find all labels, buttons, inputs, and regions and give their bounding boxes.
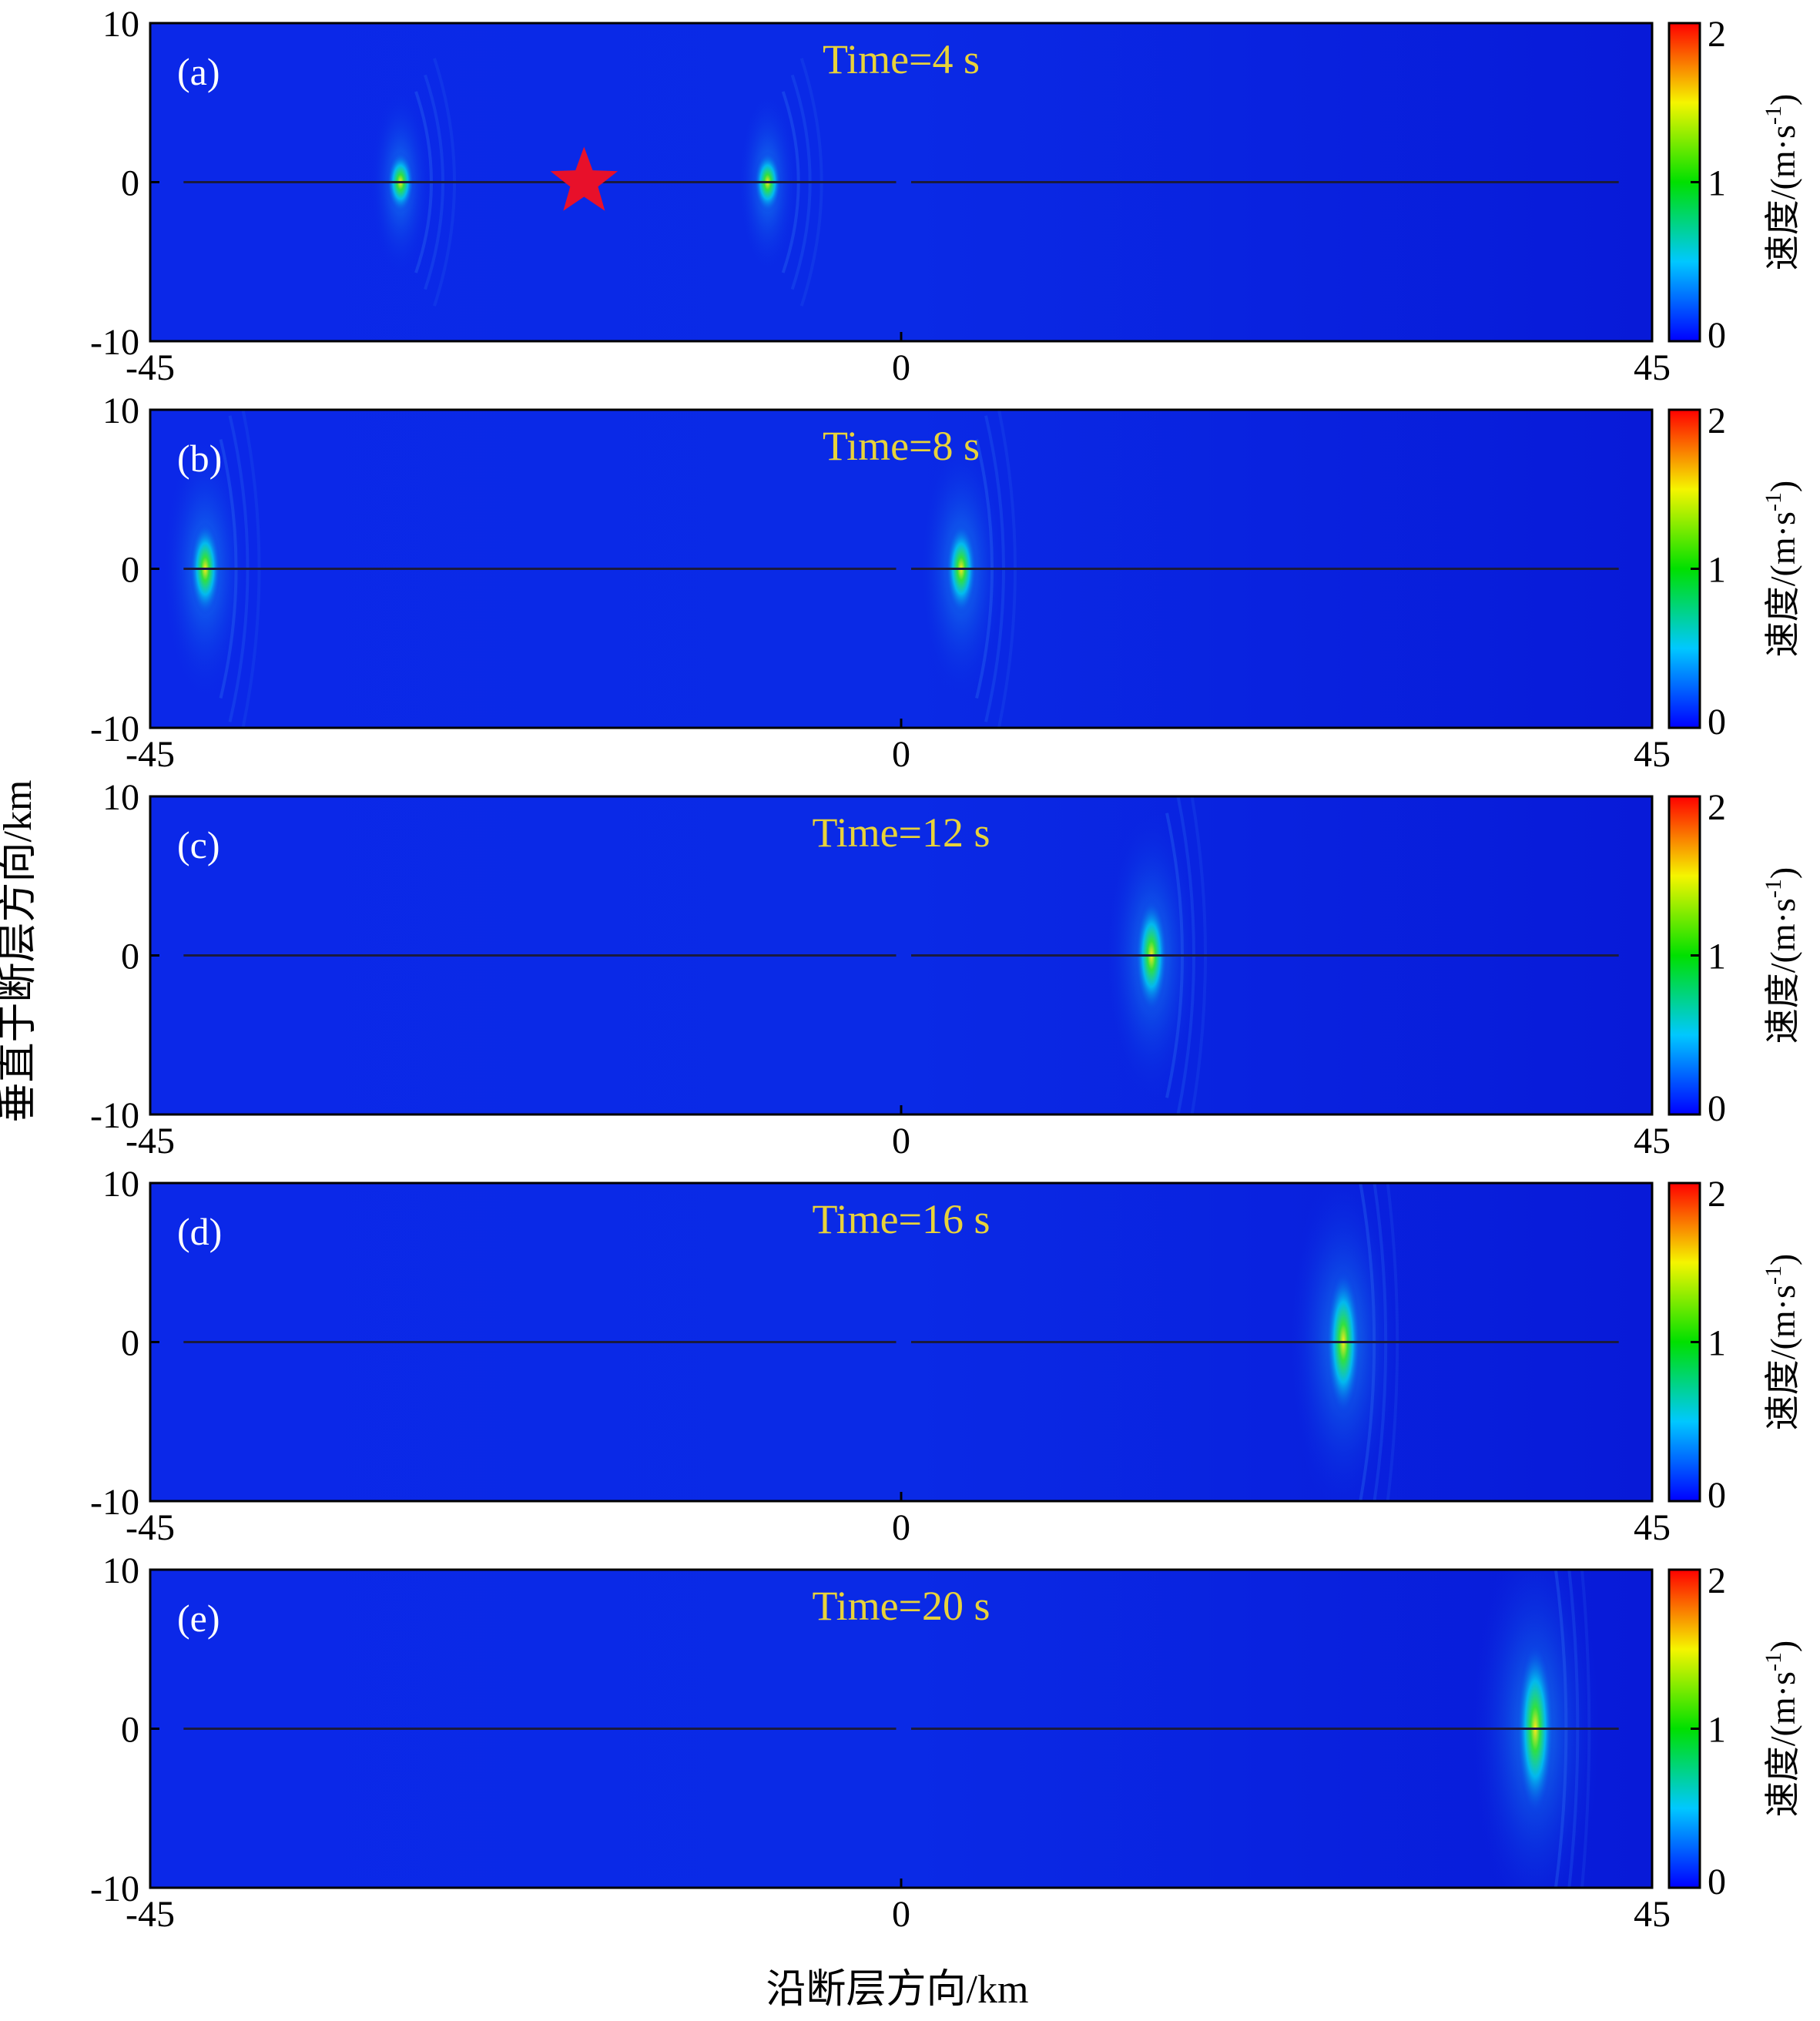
y-tick-label: 0 (121, 1323, 139, 1364)
colorbar-tick-label: 0 (1708, 1475, 1726, 1516)
colorbar-tick-label: 2 (1708, 787, 1726, 828)
panel-label: (e) (177, 1597, 220, 1640)
y-tick-label: -10 (90, 709, 139, 749)
y-tick-label: -10 (90, 1095, 139, 1136)
x-tick-label: 45 (1634, 1894, 1671, 1935)
y-tick-label: -10 (90, 1482, 139, 1523)
colorbar-tick-label: 0 (1708, 1862, 1726, 1902)
y-tick-label: -10 (90, 1869, 139, 1909)
panel-title: Time=4 s (823, 36, 980, 82)
colorbar-tick-label: 2 (1708, 401, 1726, 441)
colorbar-label-main: 速度/(m·s (1763, 1671, 1802, 1817)
colorbar-label: 速度/(m·s-1) (1761, 94, 1802, 270)
heatmap-field (150, 1183, 1652, 1501)
y-tick-label: 0 (121, 550, 139, 591)
x-tick-label: -45 (126, 1121, 175, 1161)
x-tick-label: -45 (126, 347, 175, 388)
colorbar-tick-label: 0 (1708, 315, 1726, 356)
y-tick-label: 0 (121, 1710, 139, 1751)
y-tick-label: 10 (102, 4, 139, 45)
panel-title: Time=16 s (812, 1196, 990, 1242)
colorbar-label-close: ) (1763, 1254, 1802, 1265)
y-tick-label: -10 (90, 322, 139, 363)
x-tick-label: 0 (892, 1507, 910, 1548)
colorbar-label-close: ) (1763, 94, 1802, 106)
colorbar-tick-label: 1 (1708, 163, 1726, 204)
x-tick-label: 0 (892, 1121, 910, 1161)
panel-label: (c) (177, 823, 220, 866)
colorbar-label: 速度/(m·s-1) (1761, 867, 1802, 1044)
colorbar-tick-label: 2 (1708, 1174, 1726, 1215)
colorbar-label: 速度/(m·s-1) (1761, 1641, 1802, 1817)
colorbar-label-close: ) (1763, 481, 1802, 492)
colorbar-tick-label: 0 (1708, 1088, 1726, 1129)
colorbar-tick-label: 2 (1708, 14, 1726, 55)
colorbar-label-sup: -1 (1761, 106, 1786, 125)
heatmap-field (150, 796, 1652, 1114)
colorbar-tick-label: 1 (1708, 1323, 1726, 1364)
colorbar-tick-label: 2 (1708, 1560, 1726, 1601)
y-tick-label: 10 (102, 1164, 139, 1205)
panel-title: Time=20 s (812, 1583, 990, 1629)
x-tick-label: 45 (1634, 347, 1671, 388)
x-tick-label: -45 (126, 734, 175, 775)
x-tick-label: 45 (1634, 1507, 1671, 1548)
y-axis-label: 垂直于断层方向/km (0, 780, 40, 1123)
colorbar-label-main: 速度/(m·s (1763, 125, 1802, 270)
colorbar-label-sup: -1 (1761, 879, 1786, 898)
colorbar-label-main: 速度/(m·s (1763, 898, 1802, 1044)
panel-title: Time=8 s (823, 423, 980, 469)
panel-label: (d) (177, 1210, 222, 1253)
y-tick-label: 0 (121, 163, 139, 204)
colorbar-label-main: 速度/(m·s (1763, 511, 1802, 657)
colorbar-tick-label: 1 (1708, 1710, 1726, 1751)
colorbar (1667, 1181, 1701, 1503)
colorbar-label-close: ) (1763, 1641, 1802, 1652)
colorbar-label: 速度/(m·s-1) (1761, 481, 1802, 657)
colorbar-label: 速度/(m·s-1) (1761, 1254, 1802, 1430)
x-axis-label: 沿断层方向/km (766, 1968, 1029, 2012)
y-tick-label: 0 (121, 937, 139, 977)
x-tick-label: 45 (1634, 734, 1671, 775)
x-tick-label: 0 (892, 734, 910, 775)
y-tick-label: 10 (102, 390, 139, 431)
x-tick-label: 0 (892, 347, 910, 388)
colorbar-label-sup: -1 (1761, 1265, 1786, 1285)
colorbar-label-sup: -1 (1761, 492, 1786, 511)
y-tick-label: 10 (102, 1550, 139, 1591)
colorbar-label-sup: -1 (1761, 1652, 1786, 1671)
heatmap-field (150, 410, 1652, 728)
x-tick-label: 0 (892, 1894, 910, 1935)
colorbar-label-close: ) (1763, 867, 1802, 879)
panel-label: (b) (177, 437, 222, 480)
colorbar-tick-label: 1 (1708, 550, 1726, 591)
panel-label: (a) (177, 50, 220, 93)
x-tick-label: -45 (126, 1894, 175, 1935)
heatmap-field (150, 23, 1652, 341)
x-tick-label: -45 (126, 1507, 175, 1548)
colorbar-tick-label: 0 (1708, 702, 1726, 742)
y-tick-label: 10 (102, 777, 139, 818)
x-tick-label: 45 (1634, 1121, 1671, 1161)
colorbar-label-main: 速度/(m·s (1763, 1285, 1802, 1430)
heatmap-field (150, 1570, 1652, 1888)
panel-title: Time=12 s (812, 809, 990, 856)
epicenter-star-icon (550, 146, 618, 211)
colorbar-tick-label: 1 (1708, 937, 1726, 977)
